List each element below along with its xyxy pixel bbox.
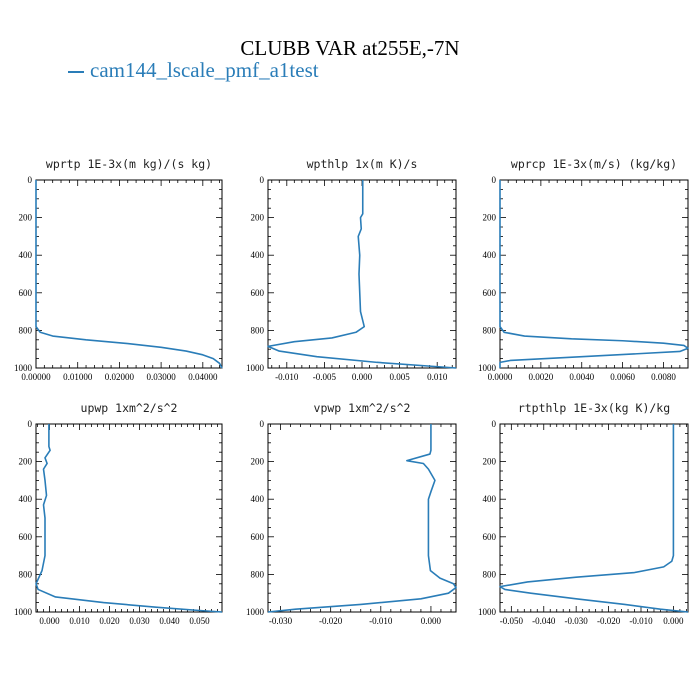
legend-line-swatch [68, 71, 84, 74]
x-tick-label: 0.000 [39, 616, 60, 626]
y-tick-label: 400 [251, 250, 265, 260]
figure-title: CLUBB VAR at255E,-7N [240, 36, 460, 60]
y-tick-label: 400 [251, 494, 265, 504]
profile-line [499, 424, 689, 613]
x-tick-label: 0.030 [129, 616, 150, 626]
x-tick-label: 0.010 [427, 372, 448, 382]
y-tick-label: 1000 [246, 607, 265, 617]
y-tick-label: 600 [19, 532, 33, 542]
y-tick-label: 400 [483, 494, 497, 504]
x-tick-label: 0.010 [69, 616, 90, 626]
x-tick-label: -0.010 [369, 616, 393, 626]
y-tick-label: 400 [483, 250, 497, 260]
y-tick-label: 800 [251, 325, 265, 335]
x-tick-label: 0.0020 [528, 372, 553, 382]
x-tick-label: 0.000 [663, 616, 684, 626]
y-tick-label: 400 [19, 250, 33, 260]
y-tick-label: 1000 [14, 363, 33, 373]
y-tick-label: 800 [483, 325, 497, 335]
x-tick-label: 0.040 [159, 616, 180, 626]
y-tick-label: 600 [483, 532, 497, 542]
y-tick-label: 200 [19, 213, 33, 223]
y-tick-label: 800 [483, 569, 497, 579]
y-tick-label: 600 [483, 288, 497, 298]
x-tick-label: -0.030 [565, 616, 589, 626]
x-tick-label: 0.0000 [488, 372, 513, 382]
plot-frame [35, 179, 223, 369]
x-tick-label: -0.020 [597, 616, 621, 626]
panel-5: vpwp 1xm^2/s^2 0 200 400 600 800 1000 -0.030 -0.… [246, 401, 457, 626]
y-tick-label: 1000 [246, 363, 265, 373]
legend-label: cam144_lscale_pmf_a1test [90, 58, 319, 82]
y-tick-label: 0 [28, 175, 33, 185]
legend-entry: cam144_lscale_pmf_a1test [68, 58, 319, 83]
y-tick-label: 800 [19, 569, 33, 579]
plot-frame [35, 423, 223, 613]
y-tick-label: 600 [19, 288, 33, 298]
x-tick-label: -0.030 [269, 616, 293, 626]
plot-frame [499, 423, 689, 613]
x-tick-label: 0.050 [189, 616, 210, 626]
y-tick-label: 1000 [478, 607, 497, 617]
y-tick-label: 0 [260, 419, 265, 429]
y-tick-label: 0 [492, 175, 497, 185]
y-tick-label: 1000 [14, 607, 33, 617]
y-tick-label: 800 [19, 325, 33, 335]
x-tick-label: 0.005 [389, 372, 410, 382]
profile-line [499, 180, 689, 368]
x-tick-label: 0.000 [421, 616, 442, 626]
y-tick-label: 200 [483, 213, 497, 223]
y-tick-label: 200 [19, 457, 33, 467]
y-tick-label: 600 [251, 288, 265, 298]
panel-title: wprcp 1E-3x(m/s) (kg/kg) [511, 157, 677, 171]
profile-line [267, 180, 457, 369]
panel-4: upwp 1xm^2/s^2 0 200 400 600 800 1000 0.000 0.01… [14, 401, 223, 626]
x-tick-label: 0.0060 [610, 372, 635, 382]
x-tick-label: 0.01000 [63, 372, 93, 382]
y-tick-label: 0 [260, 175, 265, 185]
y-tick-label: 400 [19, 494, 33, 504]
panel-title: wpthlp 1x(m K)/s [307, 157, 418, 171]
panel-1: wprtp 1E-3x(m kg)/(s kg) 0 200 400 600 800 100… [14, 157, 223, 382]
profile-line [35, 180, 223, 369]
x-tick-label: -0.010 [629, 616, 653, 626]
x-tick-label: 0.0040 [569, 372, 594, 382]
y-tick-label: 600 [251, 532, 265, 542]
x-tick-label: -0.005 [313, 372, 337, 382]
y-tick-label: 0 [492, 419, 497, 429]
x-tick-label: -0.020 [319, 616, 343, 626]
x-tick-label: -0.040 [532, 616, 556, 626]
x-tick-label: 0.00000 [21, 372, 51, 382]
y-tick-label: 800 [251, 569, 265, 579]
x-tick-label: 0.04000 [188, 372, 218, 382]
x-tick-label: -0.010 [275, 372, 299, 382]
profile-line [267, 424, 457, 613]
x-tick-label: 0.0080 [651, 372, 676, 382]
panel-title: upwp 1xm^2/s^2 [81, 401, 178, 415]
x-tick-label: -0.050 [500, 616, 524, 626]
x-tick-label: 0.020 [99, 616, 120, 626]
y-tick-label: 200 [483, 457, 497, 467]
y-tick-label: 1000 [478, 363, 497, 373]
y-tick-label: 200 [251, 213, 265, 223]
y-tick-label: 200 [251, 457, 265, 467]
x-tick-label: 0.000 [352, 372, 373, 382]
x-tick-label: 0.02000 [105, 372, 135, 382]
panel-title: wprtp 1E-3x(m kg)/(s kg) [46, 157, 212, 171]
panel-2: wpthlp 1x(m K)/s 0 200 400 600 800 1000 -0.010 -… [246, 157, 457, 382]
panel-6: rtpthlp 1E-3x(kg K)/kg02004006008001000-… [478, 401, 689, 626]
x-tick-label: 0.03000 [146, 372, 176, 382]
panel-title: vpwp 1xm^2/s^2 [314, 401, 411, 415]
panel-3: wprcp 1E-3x(m/s) (kg/kg) 0 200 400 600 800 100… [478, 157, 689, 382]
y-tick-label: 0 [28, 419, 33, 429]
profile-line [35, 424, 223, 613]
panel-title: rtpthlp 1E-3x(kg K)/kg [518, 401, 670, 415]
